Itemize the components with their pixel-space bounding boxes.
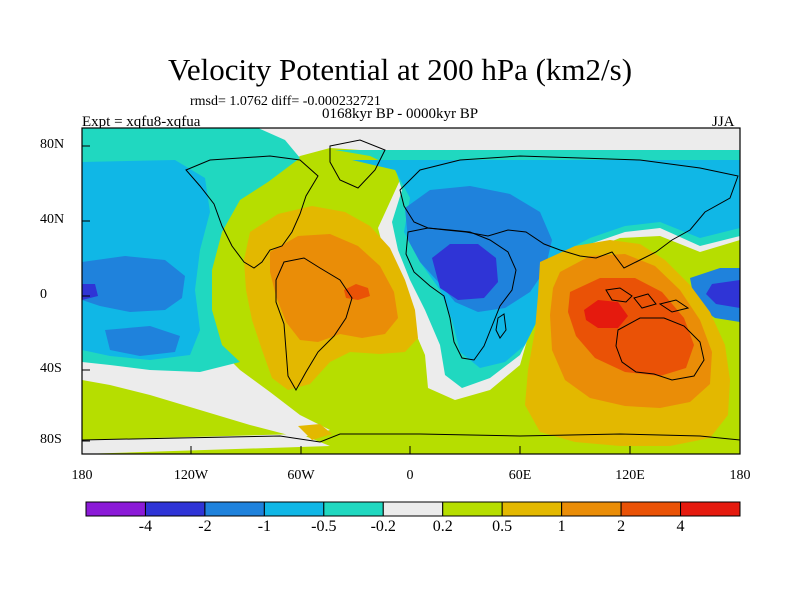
y-tick-label: 80N — [40, 137, 65, 152]
colorbar-box — [144, 501, 206, 517]
season-label: JJA — [712, 114, 735, 130]
y-tick-label: 80S — [40, 432, 62, 447]
stats-text: rmsd= 1.0762 diff= -0.000232721 — [190, 94, 381, 109]
colorbar — [85, 501, 741, 517]
period-text: 0168kyr BP - 0000kyr BP — [322, 106, 479, 122]
field-negative-blue — [82, 256, 185, 312]
colorbar-label: 4 — [676, 518, 685, 535]
colorbar-label: 0.5 — [492, 518, 513, 535]
colorbar-label: -0.2 — [370, 518, 396, 535]
map-frame — [81, 127, 741, 455]
colorbar-box — [263, 501, 325, 517]
colorbar-label: -4 — [138, 518, 153, 535]
y-tick-label: 40N — [40, 212, 65, 227]
coastline-africa — [405, 227, 517, 361]
coastline-antarctica — [82, 433, 740, 443]
y-tick-label: 40S — [40, 361, 62, 376]
colorbar-box — [620, 501, 682, 517]
axis-ticks — [81, 145, 741, 454]
x-tick-label: 120E — [615, 468, 645, 483]
field-positive-gold — [298, 424, 332, 440]
coastline-madagascar — [495, 313, 507, 339]
colorbar-box — [204, 501, 265, 517]
colorbar-label: -1 — [257, 518, 272, 535]
contour-fields — [82, 128, 740, 454]
colorbar-box — [323, 501, 384, 517]
field-negative-darkblue — [432, 244, 498, 300]
x-tick-label: 120W — [173, 468, 209, 483]
colorbar-label: 1 — [557, 518, 566, 535]
colorbar-box — [382, 501, 444, 517]
colorbar-box — [442, 501, 503, 517]
colorbar-label: -0.5 — [311, 518, 337, 535]
colorbar-label: -2 — [198, 518, 212, 535]
x-tick-label: 180 — [729, 468, 751, 483]
field-positive-red — [584, 300, 628, 328]
colorbar-box — [85, 501, 146, 517]
field-negative-blue — [105, 326, 180, 356]
x-tick-label: 180 — [71, 468, 93, 483]
y-tick-label: 0 — [40, 287, 47, 302]
field-positive-orange — [270, 234, 398, 342]
coastlines — [82, 139, 740, 443]
x-tick-label: 60E — [508, 468, 532, 483]
experiment-label: Expt = xqfu8-xqfua — [82, 114, 201, 130]
colorbar-box — [501, 501, 563, 517]
coastline-greenland — [329, 139, 386, 189]
colorbar-box — [561, 501, 622, 517]
coastline-south-america — [275, 257, 353, 392]
colorbar-box — [680, 501, 741, 517]
coastline-australia — [615, 317, 705, 381]
colorbar-label: 2 — [617, 518, 626, 535]
colorbar-label: 0.2 — [432, 518, 453, 535]
coastline-maritime-continent — [605, 287, 690, 313]
x-tick-label: 60W — [287, 468, 315, 483]
map-title: Velocity Potential at 200 hPa (km2/s) — [167, 52, 633, 87]
x-tick-label: 0 — [406, 468, 414, 483]
coastline-north-america — [185, 155, 319, 269]
field-negative-darkblue — [706, 280, 740, 308]
